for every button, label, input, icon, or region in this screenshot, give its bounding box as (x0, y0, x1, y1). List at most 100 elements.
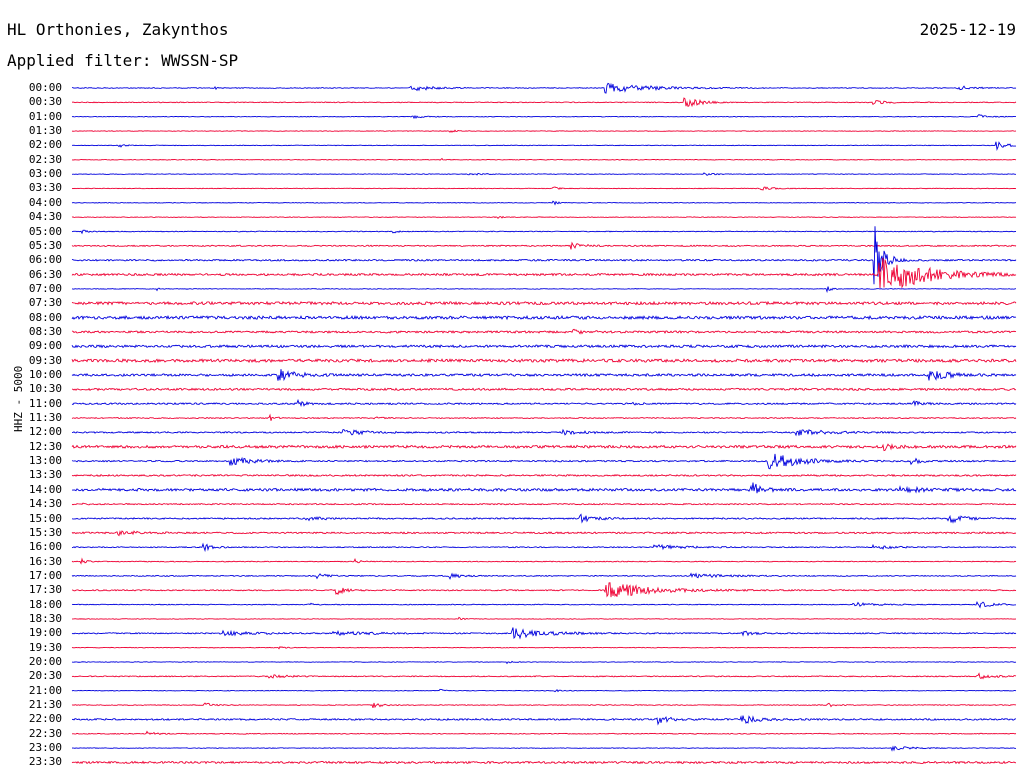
time-label-1800: 18:00 (28, 597, 62, 611)
time-label-1230: 12:30 (28, 439, 62, 453)
trace-0700 (71, 286, 1017, 294)
time-label-2200: 22:00 (28, 712, 62, 726)
trace-1630 (71, 557, 1017, 565)
trace-1930 (71, 645, 1017, 650)
time-label-2130: 21:30 (28, 698, 62, 712)
trace-1300 (71, 453, 1017, 470)
trace-1600 (71, 542, 1017, 553)
time-label-0330: 03:30 (28, 181, 62, 195)
time-label-0430: 04:30 (28, 210, 62, 224)
trace-0200 (71, 141, 1017, 152)
time-label-1330: 13:30 (28, 468, 62, 482)
trace-0130 (71, 129, 1017, 133)
trace-1700 (71, 572, 1017, 580)
time-label-0200: 02:00 (28, 138, 62, 152)
trace-0430 (71, 215, 1017, 219)
trace-0900 (71, 344, 1017, 349)
time-label-1200: 12:00 (28, 425, 62, 439)
trace-1730 (71, 582, 1017, 598)
trace-1900 (71, 627, 1017, 640)
trace-1030 (71, 387, 1017, 392)
trace-0230 (71, 157, 1017, 161)
time-label-0230: 02:30 (28, 152, 62, 166)
trace-2300 (71, 745, 1017, 752)
time-label-1500: 15:00 (28, 511, 62, 525)
trace-0800 (71, 314, 1017, 321)
trace-1200 (71, 428, 1017, 437)
time-label-1930: 19:30 (28, 640, 62, 654)
time-label-0830: 08:30 (28, 324, 62, 338)
trace-0100 (71, 113, 1017, 120)
time-label-0900: 09:00 (28, 339, 62, 353)
trace-2130 (71, 702, 1017, 709)
time-label-1430: 14:30 (28, 497, 62, 511)
trace-1100 (71, 398, 1017, 408)
trace-0600 (71, 226, 1017, 285)
time-label-1700: 17:00 (28, 568, 62, 582)
trace-1130 (71, 413, 1017, 421)
trace-0500 (71, 229, 1017, 235)
time-label-1730: 17:30 (28, 583, 62, 597)
trace-1230 (71, 443, 1017, 452)
trace-0300 (71, 172, 1017, 176)
time-label-1600: 16:00 (28, 540, 62, 554)
trace-0830 (71, 328, 1017, 335)
time-label-1400: 14:00 (28, 482, 62, 496)
trace-2330 (71, 760, 1017, 765)
time-label-0300: 03:00 (28, 167, 62, 181)
time-label-1830: 18:30 (28, 611, 62, 625)
trace-0930 (71, 357, 1017, 364)
time-label-0600: 06:00 (28, 253, 62, 267)
trace-2100 (71, 688, 1017, 693)
time-label-0930: 09:30 (28, 353, 62, 367)
time-label-0000: 00:00 (28, 81, 62, 94)
trace-0630 (71, 257, 1017, 289)
time-label-1100: 11:00 (28, 396, 62, 410)
trace-0000 (71, 82, 1017, 94)
time-label-1900: 19:00 (28, 626, 62, 640)
time-label-2030: 20:30 (28, 669, 62, 683)
date-label: 2025-12-19 (919, 20, 1016, 39)
time-label-1300: 13:00 (28, 454, 62, 468)
time-label-1030: 10:30 (28, 382, 62, 396)
time-label-1530: 15:30 (28, 525, 62, 539)
trace-1430 (71, 502, 1017, 506)
time-label-0800: 08:00 (28, 310, 62, 324)
trace-0530 (71, 241, 1017, 250)
trace-1530 (71, 530, 1017, 537)
time-label-0630: 06:30 (28, 267, 62, 281)
station-title: HL Orthonies, Zakynthos (7, 20, 229, 39)
time-label-2000: 20:00 (28, 655, 62, 668)
time-label-0030: 00:30 (28, 95, 62, 109)
time-label-0130: 01:30 (28, 124, 62, 138)
trace-1830 (71, 616, 1017, 621)
time-label-1000: 10:00 (28, 368, 62, 381)
time-label-0700: 07:00 (28, 281, 62, 295)
time-label-1630: 16:30 (28, 554, 62, 568)
trace-2030 (71, 672, 1017, 680)
time-label-0100: 01:00 (28, 109, 62, 123)
time-label-2300: 23:00 (28, 741, 62, 755)
trace-0030 (71, 97, 1017, 108)
trace-0400 (71, 200, 1017, 206)
trace-1330 (71, 473, 1017, 477)
trace-1500 (71, 513, 1017, 524)
time-label-2100: 21:00 (28, 683, 62, 697)
time-label-2230: 22:30 (28, 726, 62, 740)
trace-0730 (71, 300, 1017, 306)
time-label-0400: 04:00 (28, 195, 62, 209)
time-label-1130: 11:30 (28, 411, 62, 425)
filter-label: Applied filter: WWSSN-SP (7, 51, 239, 70)
trace-2230 (71, 730, 1017, 736)
trace-1400 (71, 482, 1017, 494)
trace-2200 (71, 715, 1017, 726)
time-label-0500: 05:00 (28, 224, 62, 238)
time-label-0730: 07:30 (28, 296, 62, 310)
time-label-2330: 23:30 (28, 755, 62, 769)
trace-0330 (71, 186, 1017, 191)
trace-1000 (71, 369, 1017, 382)
time-label-0530: 05:30 (28, 238, 62, 252)
trace-1800 (71, 600, 1017, 609)
trace-2000 (71, 660, 1017, 665)
